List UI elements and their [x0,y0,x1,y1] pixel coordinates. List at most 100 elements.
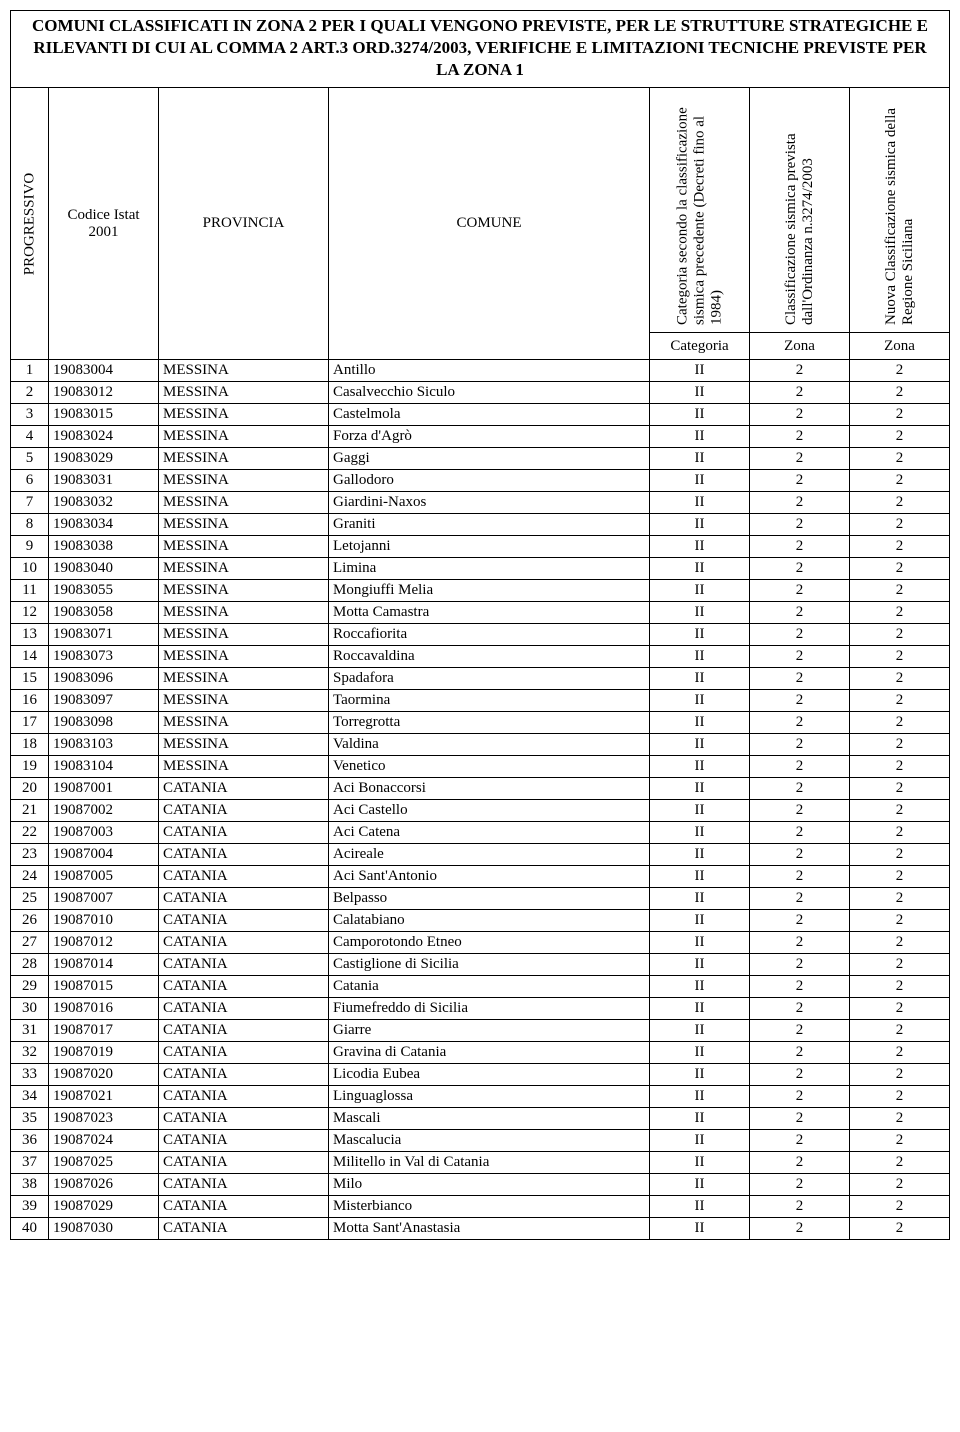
cell-categoria: II [650,1042,750,1064]
cell-progressivo: 6 [11,470,49,492]
cell-nuova: 2 [850,1196,950,1218]
cell-classificazione: 2 [750,998,850,1020]
cell-classificazione: 2 [750,778,850,800]
table-row: 1319083071MESSINARoccafioritaII22 [11,624,950,646]
cell-nuova: 2 [850,932,950,954]
cell-provincia: CATANIA [159,822,329,844]
cell-progressivo: 23 [11,844,49,866]
cell-nuova: 2 [850,998,950,1020]
cell-nuova: 2 [850,800,950,822]
cell-nuova: 2 [850,624,950,646]
comuni-table: PROGRESSIVO Codice Istat 2001 PROVINCIA … [10,87,950,1240]
table-row: 2519087007CATANIABelpassoII22 [11,888,950,910]
cell-progressivo: 36 [11,1130,49,1152]
cell-nuova: 2 [850,360,950,382]
cell-classificazione: 2 [750,404,850,426]
cell-classificazione: 2 [750,800,850,822]
cell-nuova: 2 [850,404,950,426]
cell-comune: Belpasso [329,888,650,910]
cell-provincia: CATANIA [159,932,329,954]
cell-classificazione: 2 [750,910,850,932]
cell-progressivo: 34 [11,1086,49,1108]
cell-codice: 19083024 [49,426,159,448]
cell-codice: 19083038 [49,536,159,558]
cell-nuova: 2 [850,1042,950,1064]
cell-categoria: II [650,1130,750,1152]
cell-progressivo: 22 [11,822,49,844]
cell-comune: Torregrotta [329,712,650,734]
cell-nuova: 2 [850,690,950,712]
cell-codice: 19087019 [49,1042,159,1064]
cell-nuova: 2 [850,514,950,536]
cell-classificazione: 2 [750,888,850,910]
table-row: 2319087004CATANIAAcirealeII22 [11,844,950,866]
cell-provincia: CATANIA [159,1042,329,1064]
table-body: 119083004MESSINAAntilloII22219083012MESS… [11,360,950,1240]
cell-classificazione: 2 [750,580,850,602]
cell-codice: 19087004 [49,844,159,866]
table-row: 2019087001CATANIAAci BonaccorsiII22 [11,778,950,800]
cell-comune: Castelmola [329,404,650,426]
cell-provincia: CATANIA [159,976,329,998]
cell-nuova: 2 [850,844,950,866]
cell-codice: 19083015 [49,404,159,426]
cell-codice: 19087016 [49,998,159,1020]
cell-provincia: MESSINA [159,558,329,580]
cell-provincia: MESSINA [159,382,329,404]
cell-comune: Gravina di Catania [329,1042,650,1064]
cell-comune: Casalvecchio Siculo [329,382,650,404]
cell-codice: 19087007 [49,888,159,910]
table-row: 3119087017CATANIAGiarreII22 [11,1020,950,1042]
cell-codice: 19087029 [49,1196,159,1218]
cell-comune: Misterbianco [329,1196,650,1218]
cell-codice: 19083040 [49,558,159,580]
cell-provincia: MESSINA [159,448,329,470]
cell-provincia: MESSINA [159,624,329,646]
cell-categoria: II [650,1020,750,1042]
cell-codice: 19087012 [49,932,159,954]
cell-provincia: CATANIA [159,888,329,910]
cell-nuova: 2 [850,756,950,778]
table-row: 2919087015CATANIACataniaII22 [11,976,950,998]
cell-comune: Catania [329,976,650,998]
cell-nuova: 2 [850,712,950,734]
cell-codice: 19087003 [49,822,159,844]
cell-progressivo: 33 [11,1064,49,1086]
cell-provincia: CATANIA [159,1020,329,1042]
cell-classificazione: 2 [750,426,850,448]
table-row: 2719087012CATANIACamporotondo EtneoII22 [11,932,950,954]
cell-categoria: II [650,360,750,382]
cell-classificazione: 2 [750,602,850,624]
cell-codice: 19083031 [49,470,159,492]
cell-codice: 19083058 [49,602,159,624]
table-row: 519083029MESSINAGaggiII22 [11,448,950,470]
cell-comune: Licodia Eubea [329,1064,650,1086]
cell-progressivo: 30 [11,998,49,1020]
cell-progressivo: 35 [11,1108,49,1130]
cell-nuova: 2 [850,734,950,756]
cell-comune: Mascali [329,1108,650,1130]
cell-progressivo: 5 [11,448,49,470]
cell-codice: 19083071 [49,624,159,646]
cell-progressivo: 29 [11,976,49,998]
cell-categoria: II [650,492,750,514]
cell-nuova: 2 [850,910,950,932]
cell-provincia: CATANIA [159,1196,329,1218]
table-row: 3219087019CATANIAGravina di CataniaII22 [11,1042,950,1064]
cell-provincia: MESSINA [159,404,329,426]
cell-progressivo: 39 [11,1196,49,1218]
table-row: 1919083104MESSINAVeneticoII22 [11,756,950,778]
cell-codice: 19087010 [49,910,159,932]
cell-nuova: 2 [850,954,950,976]
cell-progressivo: 17 [11,712,49,734]
table-row: 1519083096MESSINASpadaforaII22 [11,668,950,690]
cell-categoria: II [650,844,750,866]
table-row: 1219083058MESSINAMotta CamastraII22 [11,602,950,624]
cell-classificazione: 2 [750,360,850,382]
cell-codice: 19083055 [49,580,159,602]
cell-comune: Limina [329,558,650,580]
table-row: 3819087026CATANIAMiloII22 [11,1174,950,1196]
cell-comune: Fiumefreddo di Sicilia [329,998,650,1020]
cell-categoria: II [650,954,750,976]
cell-progressivo: 27 [11,932,49,954]
